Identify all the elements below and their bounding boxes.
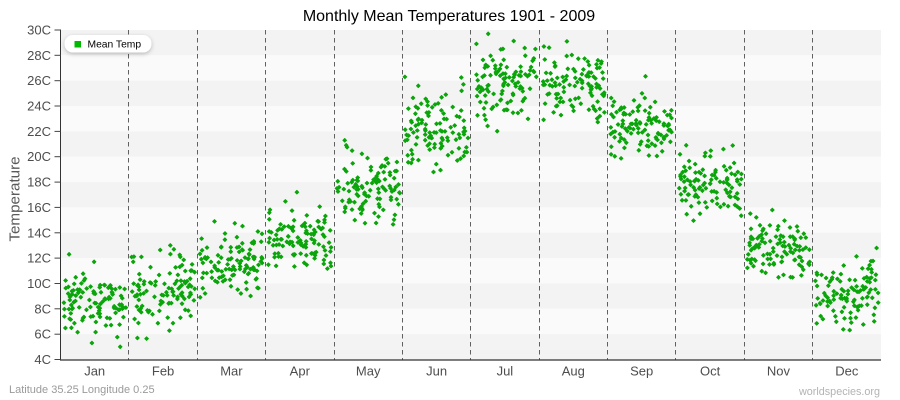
svg-text:Sep: Sep xyxy=(630,364,653,379)
svg-text:14C: 14C xyxy=(27,225,51,240)
svg-text:Nov: Nov xyxy=(767,364,791,379)
svg-text:24C: 24C xyxy=(27,99,51,114)
svg-text:10C: 10C xyxy=(27,276,51,291)
svg-text:May: May xyxy=(356,364,381,379)
svg-text:18C: 18C xyxy=(27,175,51,190)
svg-text:Dec: Dec xyxy=(835,364,859,379)
svg-text:Jan: Jan xyxy=(84,364,105,379)
svg-text:28C: 28C xyxy=(27,48,51,63)
svg-text:6C: 6C xyxy=(34,327,51,342)
svg-text:12C: 12C xyxy=(27,251,51,266)
svg-text:Temperature: Temperature xyxy=(7,156,24,241)
svg-text:Mean Temp: Mean Temp xyxy=(88,40,142,51)
svg-text:Jul: Jul xyxy=(497,364,514,379)
svg-text:Latitude 35.25 Longitude 0.25: Latitude 35.25 Longitude 0.25 xyxy=(9,384,155,396)
svg-text:30C: 30C xyxy=(27,23,51,38)
svg-text:16C: 16C xyxy=(27,200,51,215)
svg-text:Feb: Feb xyxy=(152,364,174,379)
svg-text:20C: 20C xyxy=(27,149,51,164)
svg-text:Monthly Mean Temperatures 1901: Monthly Mean Temperatures 1901 - 2009 xyxy=(303,8,595,25)
svg-text:worldspecies.org: worldspecies.org xyxy=(798,386,880,398)
svg-text:Oct: Oct xyxy=(700,364,721,379)
svg-text:Mar: Mar xyxy=(220,364,243,379)
svg-text:26C: 26C xyxy=(27,73,51,88)
svg-text:Apr: Apr xyxy=(290,364,311,379)
svg-text:8C: 8C xyxy=(34,301,51,316)
svg-text:4C: 4C xyxy=(34,352,51,367)
svg-text:Aug: Aug xyxy=(562,364,585,379)
svg-text:Jun: Jun xyxy=(426,364,447,379)
svg-text:22C: 22C xyxy=(27,124,51,139)
